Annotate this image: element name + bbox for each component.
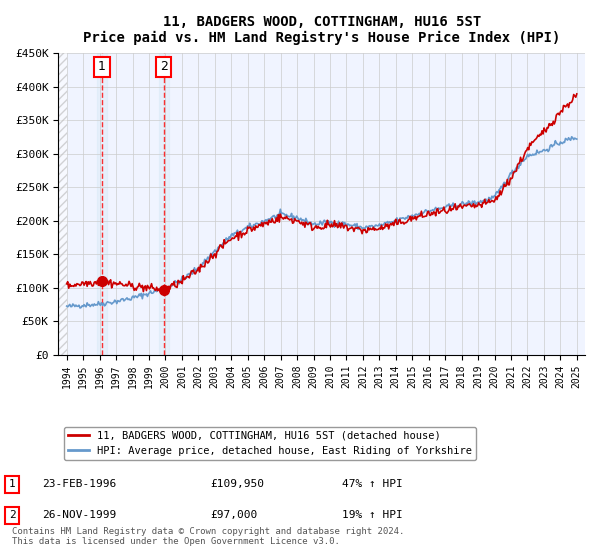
Bar — [97, 54, 107, 355]
Text: 1: 1 — [8, 479, 16, 489]
Text: 23-FEB-1996: 23-FEB-1996 — [42, 479, 116, 489]
Text: Contains HM Land Registry data © Crown copyright and database right 2024.
This d: Contains HM Land Registry data © Crown c… — [12, 526, 404, 546]
Legend: 11, BADGERS WOOD, COTTINGHAM, HU16 5ST (detached house), HPI: Average price, det: 11, BADGERS WOOD, COTTINGHAM, HU16 5ST (… — [64, 427, 476, 460]
Bar — [159, 54, 169, 355]
Text: £97,000: £97,000 — [210, 510, 257, 520]
Text: 26-NOV-1999: 26-NOV-1999 — [42, 510, 116, 520]
Text: £109,950: £109,950 — [210, 479, 264, 489]
Text: 2: 2 — [8, 510, 16, 520]
Text: 2: 2 — [160, 60, 168, 73]
Title: 11, BADGERS WOOD, COTTINGHAM, HU16 5ST
Price paid vs. HM Land Registry's House P: 11, BADGERS WOOD, COTTINGHAM, HU16 5ST P… — [83, 15, 560, 45]
Text: 1: 1 — [98, 60, 106, 73]
Text: 47% ↑ HPI: 47% ↑ HPI — [342, 479, 403, 489]
Text: 19% ↑ HPI: 19% ↑ HPI — [342, 510, 403, 520]
